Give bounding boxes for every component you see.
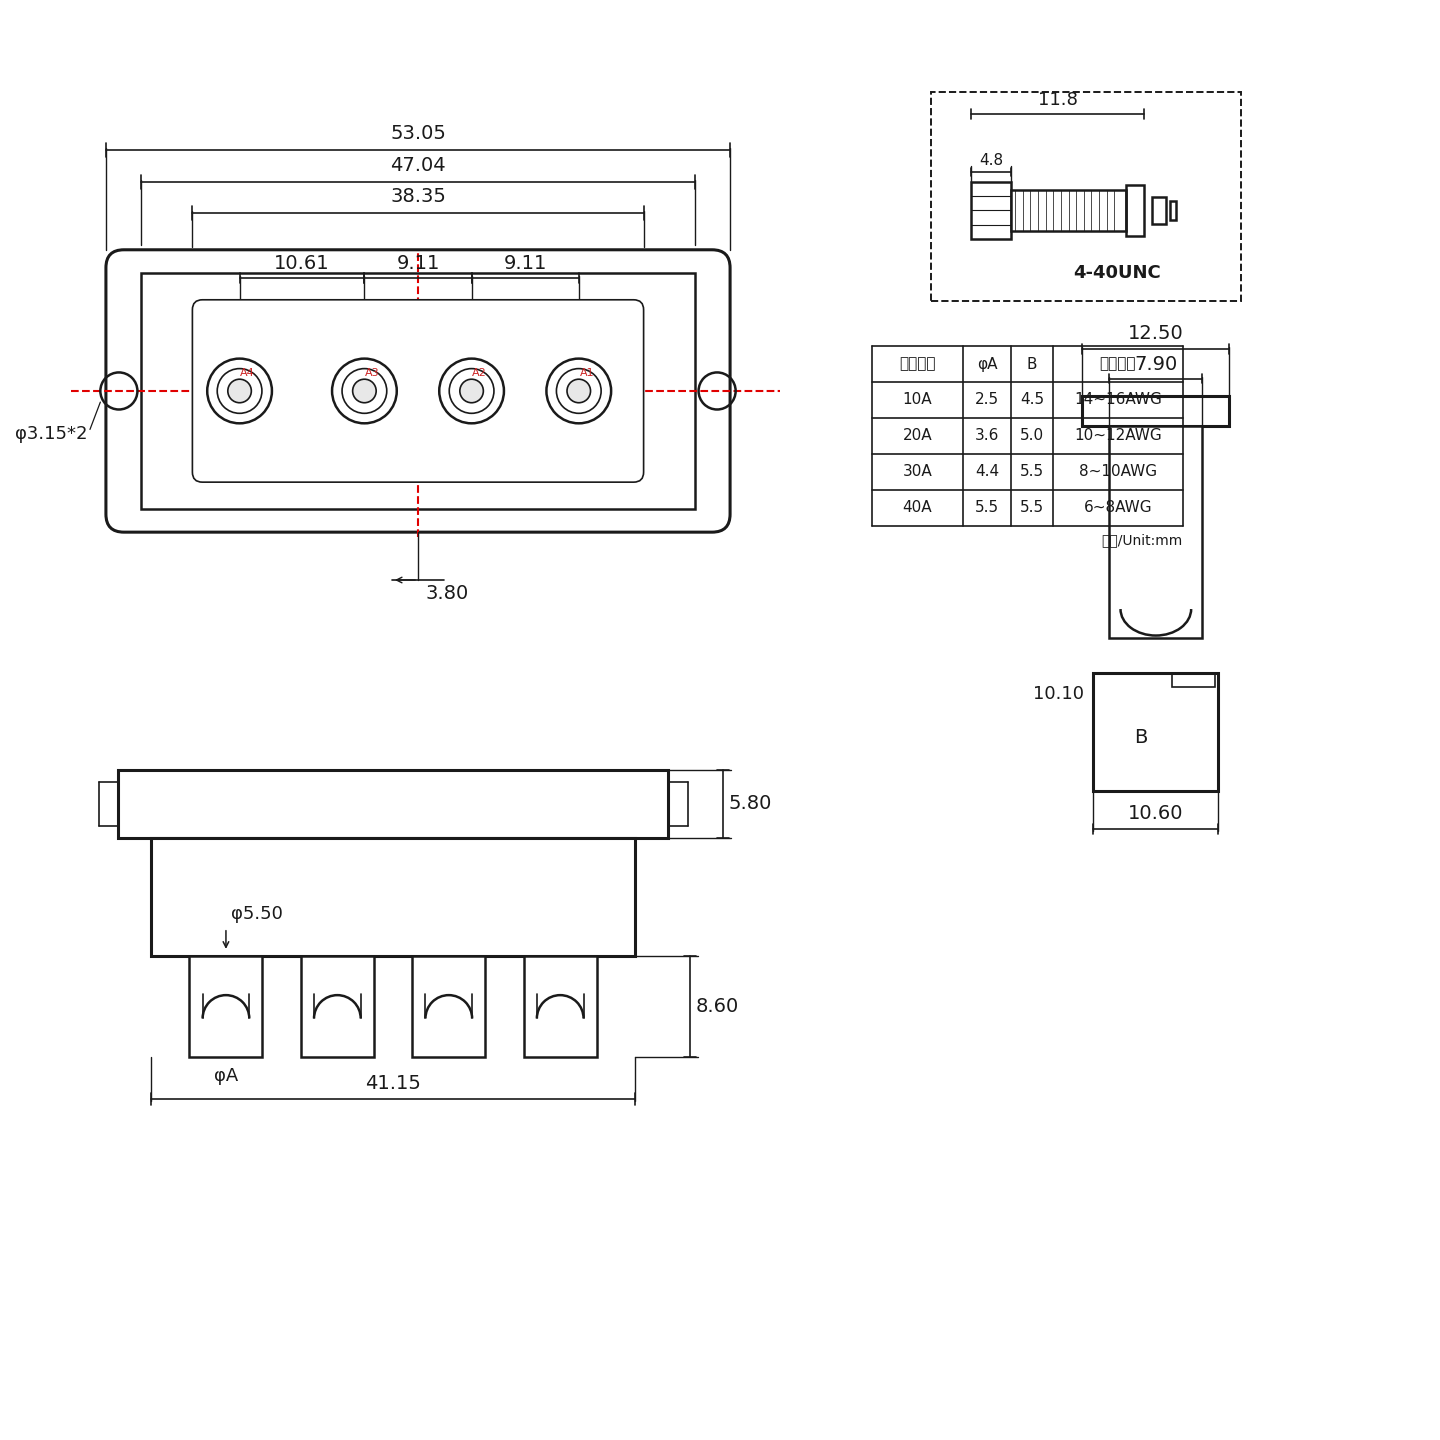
Text: 8.60: 8.60 — [696, 996, 739, 1015]
Text: 3.80: 3.80 — [426, 585, 469, 603]
Text: 4.4: 4.4 — [975, 464, 999, 480]
Text: 10.10: 10.10 — [1032, 685, 1083, 703]
Circle shape — [207, 359, 272, 423]
FancyBboxPatch shape — [107, 249, 730, 533]
Bar — [141, 274, 694, 508]
Bar — [932, 92, 1241, 301]
Text: A3: A3 — [366, 369, 380, 379]
Circle shape — [459, 379, 484, 403]
Text: B: B — [1027, 357, 1037, 372]
Bar — [1011, 190, 1126, 230]
Text: 单位/Unit:mm: 单位/Unit:mm — [1102, 534, 1182, 547]
Bar — [1126, 186, 1143, 236]
Text: 20A: 20A — [903, 428, 932, 444]
Text: A1: A1 — [579, 369, 595, 379]
Text: φA: φA — [978, 357, 998, 372]
FancyBboxPatch shape — [193, 300, 644, 482]
Text: 8~10AWG: 8~10AWG — [1079, 464, 1156, 480]
Bar — [972, 181, 1011, 239]
Text: 47.04: 47.04 — [390, 156, 446, 176]
Text: 5.5: 5.5 — [975, 500, 999, 516]
Circle shape — [343, 369, 387, 413]
Text: 53.05: 53.05 — [390, 124, 446, 143]
Circle shape — [217, 369, 262, 413]
Text: 14~16AWG: 14~16AWG — [1074, 393, 1162, 408]
Circle shape — [439, 359, 504, 423]
Text: 10~12AWG: 10~12AWG — [1074, 428, 1162, 444]
Text: Lofting: Lofting — [315, 364, 621, 438]
Circle shape — [333, 359, 397, 423]
Text: 6~8AWG: 6~8AWG — [1084, 500, 1152, 516]
Text: 4-40UNC: 4-40UNC — [1073, 265, 1161, 282]
Bar — [1093, 672, 1218, 792]
Bar — [151, 838, 635, 956]
Circle shape — [449, 369, 494, 413]
Text: 额定电流: 额定电流 — [900, 357, 936, 372]
Text: 5.5: 5.5 — [1020, 464, 1044, 480]
Bar — [1083, 396, 1230, 426]
Text: A2: A2 — [472, 369, 487, 379]
Bar — [118, 770, 668, 838]
Text: 41.15: 41.15 — [366, 1074, 420, 1093]
Bar — [301, 956, 374, 1057]
Text: 10.60: 10.60 — [1128, 805, 1184, 824]
Text: A4: A4 — [240, 369, 255, 379]
Text: 线材规格: 线材规格 — [1100, 357, 1136, 372]
Text: φA: φA — [213, 1067, 238, 1084]
Bar — [524, 956, 596, 1057]
Text: 9.11: 9.11 — [396, 253, 439, 272]
Text: 4.5: 4.5 — [1020, 393, 1044, 408]
Text: 9.11: 9.11 — [504, 253, 547, 272]
Text: 7.90: 7.90 — [1135, 354, 1178, 373]
Text: 3.6: 3.6 — [975, 428, 999, 444]
Text: 10A: 10A — [903, 393, 932, 408]
Text: φ3.15*2: φ3.15*2 — [16, 425, 88, 444]
Text: 4.8: 4.8 — [979, 153, 1004, 167]
Text: 5.80: 5.80 — [729, 795, 772, 814]
Text: 5.5: 5.5 — [1020, 500, 1044, 516]
Text: 30A: 30A — [903, 464, 933, 480]
Text: 38.35: 38.35 — [390, 187, 446, 206]
Circle shape — [546, 359, 611, 423]
Bar — [412, 956, 485, 1057]
Text: 10.61: 10.61 — [274, 253, 330, 272]
Bar — [1152, 197, 1166, 225]
Text: 11.8: 11.8 — [1038, 91, 1077, 109]
Circle shape — [353, 379, 376, 403]
Text: 40A: 40A — [903, 500, 932, 516]
Circle shape — [556, 369, 600, 413]
Text: φ5.50: φ5.50 — [230, 904, 282, 923]
Bar — [1169, 200, 1176, 220]
Text: 5.0: 5.0 — [1020, 428, 1044, 444]
Circle shape — [228, 379, 252, 403]
Text: 12.50: 12.50 — [1128, 324, 1184, 343]
Text: 2.5: 2.5 — [975, 393, 999, 408]
Text: B: B — [1135, 729, 1148, 747]
Bar — [1109, 426, 1202, 638]
Circle shape — [567, 379, 590, 403]
Bar — [190, 956, 262, 1057]
Bar — [1172, 672, 1215, 687]
